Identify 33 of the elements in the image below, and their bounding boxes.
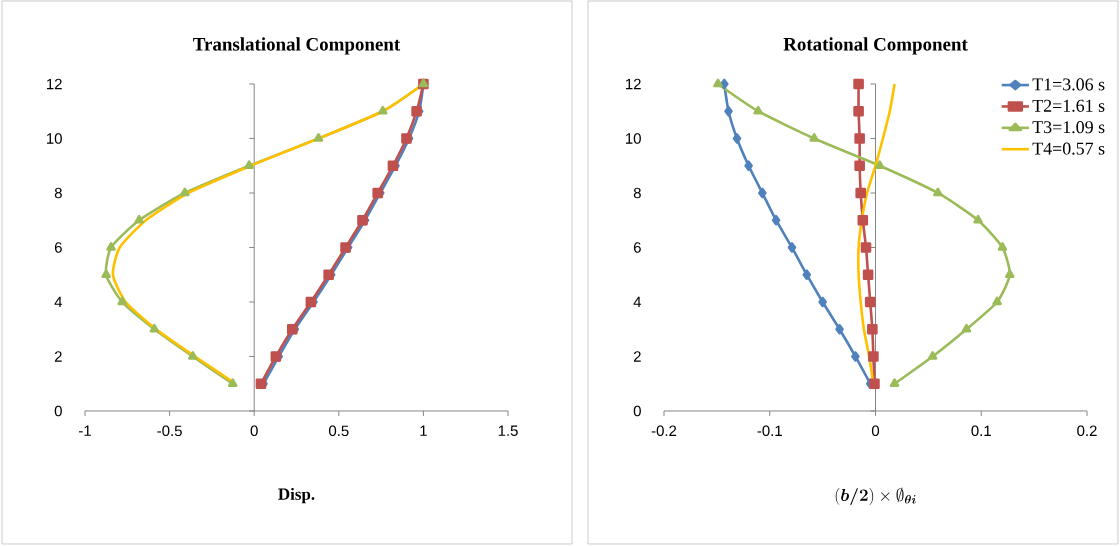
- x-tick-label: 0.5: [329, 425, 349, 437]
- x-tick-label: -0.2: [651, 425, 677, 437]
- x-tick-label: -0.5: [157, 425, 182, 437]
- chart-title: Translational Component: [193, 37, 401, 55]
- x-tick-label: 0: [250, 425, 258, 437]
- y-tick-label: 4: [633, 296, 642, 308]
- x-axis-title: $(\boldsymbol{b/2})\times\emptyset_{\boldsymbol{\theta i}}$: [835, 487, 916, 506]
- legend-label: T4=0.57 s: [1032, 142, 1105, 155]
- x-tick-label: 0.1: [971, 425, 991, 437]
- y-tick-label: 12: [47, 78, 62, 90]
- y-tick-label: 2: [633, 351, 641, 362]
- y-tick-label: 4: [54, 296, 63, 308]
- x-axis-title: Disp.: [278, 487, 315, 504]
- x-tick-label: 1.5: [498, 425, 518, 436]
- y-tick-label: 8: [54, 187, 62, 199]
- y-tick-label: 6: [633, 242, 641, 253]
- y-tick-label: 0: [633, 405, 641, 417]
- y-tick-label: 2: [54, 351, 62, 362]
- x-tick-label: 0.2: [1077, 425, 1097, 437]
- chart-title: Rotational Component: [783, 37, 968, 55]
- y-tick-label: 6: [54, 242, 62, 253]
- y-tick-label: 0: [54, 405, 62, 417]
- legend-label: T1=3.06 s: [1032, 78, 1105, 91]
- x-tick-label: -0.1: [757, 425, 782, 437]
- y-tick-label: 8: [633, 187, 641, 199]
- y-tick-label: 10: [47, 133, 62, 144]
- y-tick-label: 12: [626, 78, 641, 90]
- legend-label: T3=1.09 s: [1032, 121, 1105, 134]
- x-tick-label: 0: [871, 425, 880, 437]
- x-tick-label: 1: [420, 425, 427, 436]
- y-tick-label: 10: [626, 133, 641, 144]
- x-tick-label: -1: [79, 425, 91, 436]
- legend-label: T2=1.61 s: [1032, 99, 1105, 112]
